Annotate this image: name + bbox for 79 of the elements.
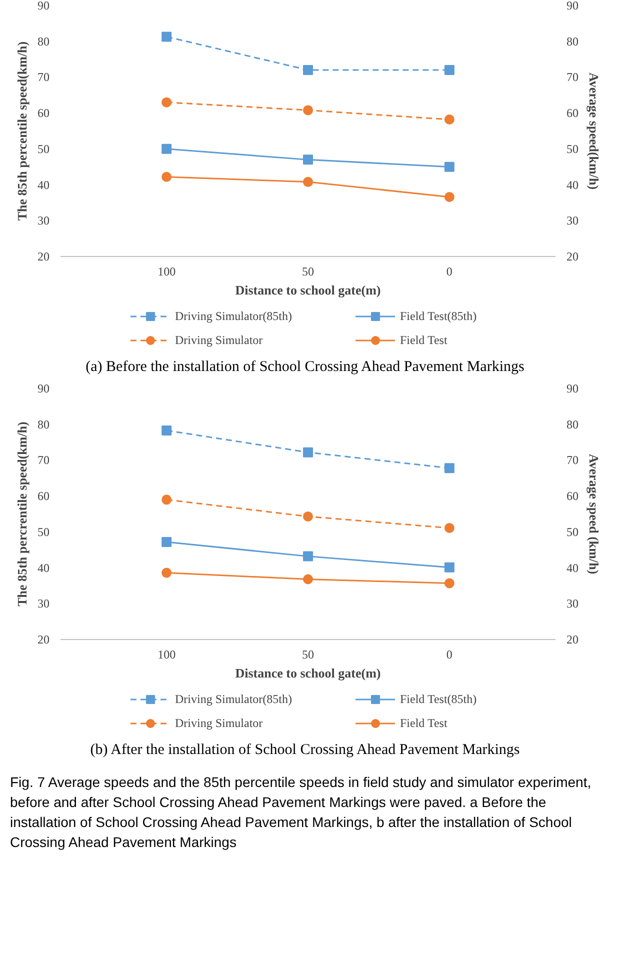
y-tick-label: 70 bbox=[38, 454, 50, 468]
y-axis-title: The 85th percentile speed(km/h) bbox=[14, 41, 30, 221]
point bbox=[444, 562, 454, 573]
point bbox=[444, 65, 454, 76]
y-tick-label: 80 bbox=[38, 418, 50, 432]
y-tick-label: 90 bbox=[38, 382, 50, 396]
legend-label: Field Test(85th) bbox=[400, 692, 478, 707]
y2-axis-title: Average speed(km/h) bbox=[586, 72, 602, 190]
point bbox=[303, 512, 313, 522]
point bbox=[303, 65, 313, 76]
legend-label: Driving Simulator bbox=[175, 716, 264, 731]
legend-label: Driving Simulator(85th) bbox=[175, 692, 293, 707]
y2-tick-label: 40 bbox=[566, 178, 578, 192]
point bbox=[162, 172, 172, 182]
y-tick-label: 30 bbox=[38, 214, 50, 228]
x-tick-label: 0 bbox=[446, 264, 452, 278]
point bbox=[162, 426, 172, 436]
point bbox=[303, 552, 313, 562]
y2-tick-label: 90 bbox=[566, 0, 578, 12]
x-tick-label: 50 bbox=[302, 648, 314, 662]
legend-label: Driving Simulator bbox=[175, 332, 264, 348]
point bbox=[162, 32, 172, 42]
x-axis-title: Distance to school gate(m) bbox=[235, 282, 381, 298]
point bbox=[162, 144, 172, 154]
point bbox=[303, 154, 313, 165]
point bbox=[444, 578, 454, 589]
y-tick-label: 90 bbox=[38, 0, 50, 12]
legend-label: Field Test bbox=[400, 332, 448, 348]
y-tick-label: 50 bbox=[38, 525, 50, 540]
y-tick-label: 80 bbox=[38, 34, 50, 48]
y-axis-title: The 85th percrentile speed(km/h) bbox=[14, 422, 30, 607]
point bbox=[162, 97, 172, 108]
y2-tick-label: 90 bbox=[566, 382, 578, 396]
y-tick-label: 60 bbox=[38, 106, 50, 120]
x-axis-title: Distance to school gate(m) bbox=[235, 666, 381, 681]
y-tick-label: 20 bbox=[38, 250, 50, 264]
point bbox=[303, 105, 313, 116]
point bbox=[444, 464, 454, 474]
y-tick-label: 60 bbox=[38, 489, 50, 504]
x-tick-label: 100 bbox=[158, 648, 176, 662]
y2-tick-label: 50 bbox=[566, 142, 578, 156]
y-tick-label: 20 bbox=[38, 632, 50, 647]
point bbox=[162, 568, 172, 578]
y2-tick-label: 40 bbox=[566, 561, 578, 576]
text: (a) Before the installation of School Crossing Ahead Pavement Markings bbox=[86, 358, 524, 377]
x-tick-label: 100 bbox=[158, 264, 176, 278]
y2-tick-label: 20 bbox=[566, 632, 578, 647]
y2-tick-label: 70 bbox=[566, 454, 578, 468]
point bbox=[444, 192, 454, 202]
y2-tick-label: 30 bbox=[566, 597, 578, 612]
y-tick-label: 40 bbox=[38, 561, 50, 576]
text: (b) After the installation of School Crossing Ahead Pavement Markings bbox=[90, 741, 520, 760]
y-tick-label: 70 bbox=[38, 70, 50, 84]
point bbox=[303, 176, 313, 187]
y2-axis-title: Average speed (km/h) bbox=[586, 454, 602, 575]
legend-label: Field Test bbox=[400, 716, 448, 731]
point bbox=[162, 537, 172, 548]
point bbox=[162, 495, 172, 506]
y-tick-label: 40 bbox=[38, 178, 50, 192]
x-tick-label: 50 bbox=[302, 264, 314, 278]
x-tick-label: 0 bbox=[446, 648, 452, 662]
legend-label: Driving Simulator(85th) bbox=[175, 308, 293, 324]
y2-tick-label: 60 bbox=[566, 106, 578, 120]
y2-tick-label: 20 bbox=[566, 250, 578, 264]
y2-tick-label: 80 bbox=[566, 34, 578, 48]
y2-tick-label: 70 bbox=[566, 70, 578, 84]
y2-tick-label: 30 bbox=[566, 214, 578, 228]
y2-tick-label: 60 bbox=[566, 489, 578, 504]
point bbox=[444, 523, 454, 534]
y-tick-label: 30 bbox=[38, 597, 50, 612]
y2-tick-label: 80 bbox=[566, 418, 578, 432]
y2-tick-label: 50 bbox=[566, 525, 578, 540]
point bbox=[444, 114, 454, 125]
point bbox=[444, 162, 454, 172]
caption: Fig. 7 Average speeds and the 85th percentile speeds in field study and simulator experiment, before and after School Crossing Ahead Pavement Markings were paved. a Before the installation of School Crossing Ahead Pavement Markings, b after the installation of School Crossing Ahead Pavement Markings bbox=[10, 772, 592, 852]
point bbox=[303, 448, 313, 458]
y-tick-label: 50 bbox=[38, 142, 50, 156]
legend-label: Field Test(85th) bbox=[400, 308, 478, 324]
point bbox=[303, 574, 313, 585]
